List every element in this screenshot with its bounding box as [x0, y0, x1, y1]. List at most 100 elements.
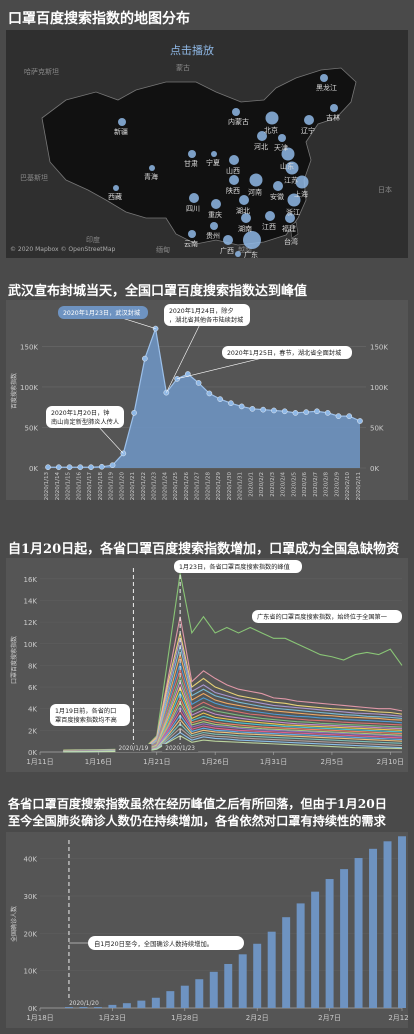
province-bubble	[243, 231, 261, 249]
y-tick-label: 40K	[24, 856, 38, 864]
x-tick-label: 2020/2/8	[324, 472, 330, 497]
y-tick-label: 12K	[24, 619, 38, 627]
reference-label: 2020/1/19	[119, 746, 149, 752]
reference-label: 2020/1/23	[165, 746, 195, 752]
province-bubble	[278, 134, 286, 142]
data-point	[357, 418, 363, 424]
province-bubble	[223, 235, 233, 245]
y-tick-label: 30K	[24, 893, 38, 901]
province-bubble	[118, 118, 126, 126]
data-point	[55, 464, 62, 470]
map-country-label: 印度	[86, 235, 100, 244]
x-tick-label: 1月16日	[85, 758, 112, 766]
data-point	[98, 463, 105, 470]
data-point	[324, 410, 331, 416]
callout-box	[174, 560, 302, 573]
province-bubble	[249, 173, 263, 187]
y-tick-label: 0K	[29, 465, 38, 473]
data-point	[303, 409, 310, 415]
y-axis-label: 口罩百度搜索指数	[10, 636, 18, 684]
map-country-label: 哈萨克斯坦	[24, 67, 59, 76]
data-point	[281, 408, 288, 415]
x-tick-label: 2020/1/28	[205, 472, 211, 500]
x-tick-label: 2020/1/24	[162, 472, 168, 500]
x-tick-label: 2020/1/21	[130, 472, 136, 500]
y-tick-label: 14K	[24, 597, 38, 605]
chart1-panel: 0K 0K 50K 50K 100K 100K 150K 150K 百度搜索指数 2020/1/1…	[6, 300, 408, 500]
case-bar	[238, 954, 247, 1008]
province-bubble	[211, 199, 221, 209]
x-tick-label: 2月7日	[318, 1014, 341, 1022]
province-label: 上海	[294, 190, 308, 199]
province-bubble	[113, 185, 119, 191]
province-label: 新疆	[114, 127, 128, 136]
y-tick-label: 0K	[28, 1005, 37, 1013]
data-point	[152, 325, 159, 332]
chart3-title-line1: 各省口罩百度搜索指数虽然在经历峰值之后有所回落，但由于1月20日	[8, 797, 387, 811]
province-bubble	[235, 251, 241, 257]
x-tick-label: 1月21日	[143, 758, 170, 766]
china-map[interactable]: 哈萨克斯坦 蒙古 日本 巴基斯坦 印度 缅甸 越南 黑龙江 吉林 辽宁 北京 河北 天津 山东 内蒙古 新疆…	[6, 30, 408, 258]
data-point	[109, 462, 116, 468]
y-axis-label: 全国确诊人数	[10, 906, 18, 942]
data-point	[88, 464, 94, 470]
province-index-line-chart[interactable]: 0K 2K 4K 6K 8K 10K 12K 14K 16K 口罩百度搜索指数 1月11日 1月16日…	[6, 558, 408, 772]
x-tick-label: 1月26日	[201, 758, 228, 766]
map-country-label: 蒙古	[176, 63, 190, 72]
province-label: 甘肃	[184, 159, 198, 168]
y-tick-label: 0K	[28, 749, 37, 757]
annotation-text: 2020年1月25日，春节，湖北省全面封城	[227, 349, 341, 357]
map-country-label: 缅甸	[156, 245, 170, 254]
y-tick-label: 10K	[24, 641, 38, 649]
data-point	[195, 380, 202, 386]
map-country-label: 巴基斯坦	[20, 173, 48, 182]
callout-box	[50, 704, 130, 726]
province-label: 台湾	[284, 237, 298, 246]
y-tick-label: 6K	[28, 684, 37, 692]
case-bar	[369, 848, 378, 1008]
x-tick-label: 2020/1/16	[76, 472, 82, 500]
data-point	[314, 408, 320, 415]
national-index-area-chart[interactable]: 0K 0K 50K 50K 100K 100K 150K 150K 百度搜索指数 2020/1/1…	[6, 300, 408, 500]
province-bubble	[229, 155, 239, 165]
y-tick-label: 150K	[20, 343, 38, 351]
data-point	[45, 464, 51, 470]
province-label: 江苏	[284, 176, 298, 185]
x-tick-label: 2月12日	[388, 1014, 408, 1022]
y-tick-label: 2K	[28, 727, 37, 735]
province-label: 广西	[220, 246, 234, 255]
taiwan-shape	[289, 221, 299, 239]
case-bar	[383, 841, 392, 1008]
province-bubble	[285, 161, 299, 175]
province-label: 河北	[254, 143, 268, 151]
province-label: 内蒙古	[228, 117, 249, 126]
case-bar	[398, 836, 406, 1008]
province-label: 吉林	[326, 113, 340, 122]
data-point	[292, 410, 299, 416]
case-bar	[195, 979, 204, 1008]
province-bubble	[265, 211, 275, 221]
confirmed-cases-bar-chart[interactable]: 0K 10K 20K 30K 40K 全国确诊人数 1月18日 1月23日 1月28日 2月2日 2…	[6, 832, 414, 1028]
x-tick-label: 2020/2/1	[248, 472, 254, 497]
data-point	[185, 371, 191, 377]
province-label: 黑龙江	[316, 83, 337, 92]
province-label: 湖南	[238, 224, 252, 233]
x-tick-label: 2020/1/20	[119, 472, 125, 500]
x-tick-label: 1月23日	[99, 1014, 126, 1022]
x-tick-label: 1月31日	[260, 758, 287, 766]
case-bar	[108, 1004, 117, 1008]
data-point	[217, 396, 223, 402]
case-bar	[267, 931, 276, 1008]
province-bubble	[287, 193, 301, 207]
x-tick-label: 2020/1/27	[195, 472, 201, 500]
callout-box	[252, 610, 402, 623]
y-axis-label: 百度搜索指数	[10, 373, 18, 409]
y-tick-label: 20K	[24, 930, 38, 938]
province-bubble	[320, 74, 328, 82]
province-bubble	[229, 175, 239, 185]
area-fill	[48, 328, 360, 468]
play-button[interactable]: 点击播放	[170, 44, 214, 57]
province-label: 青海	[144, 172, 158, 181]
x-tick-label: 2020/2/6	[302, 472, 308, 497]
